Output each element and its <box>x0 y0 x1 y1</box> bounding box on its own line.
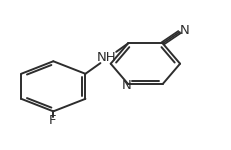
Text: NH: NH <box>97 51 117 64</box>
Text: F: F <box>48 114 56 127</box>
Text: N: N <box>122 79 132 92</box>
Text: N: N <box>180 24 190 37</box>
